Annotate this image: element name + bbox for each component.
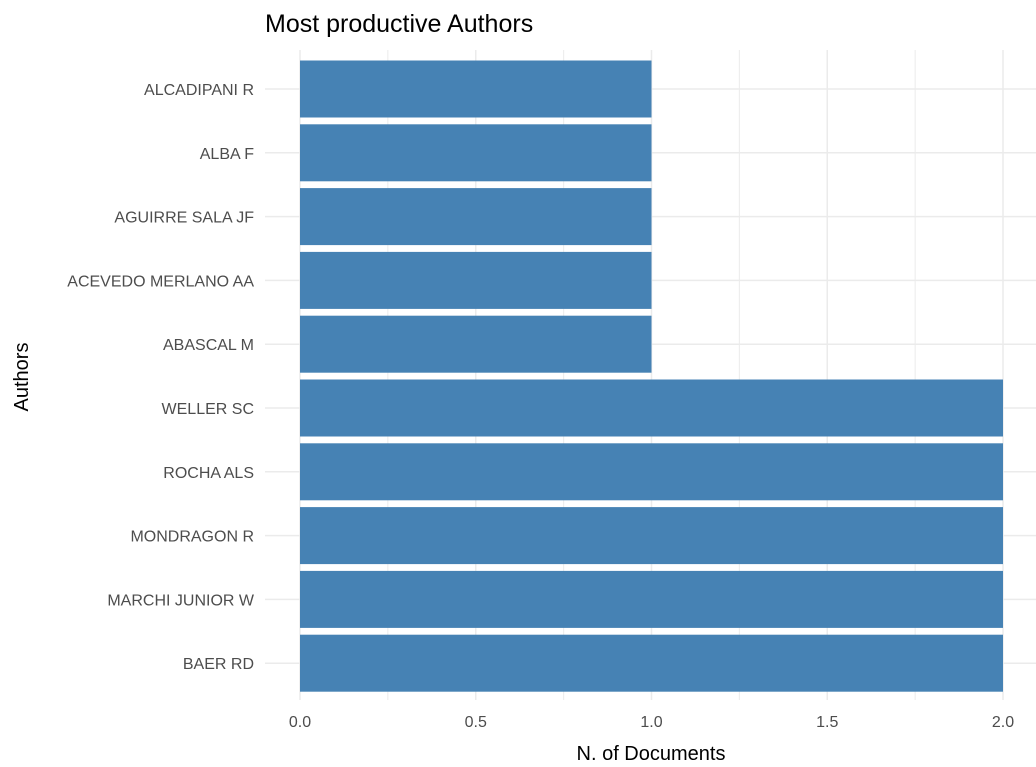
y-tick-label: ALCADIPANI R bbox=[144, 82, 254, 99]
y-tick-label: ROCHA ALS bbox=[163, 465, 254, 482]
chart-title: Most productive Authors bbox=[265, 10, 533, 38]
y-tick-label: ALBA F bbox=[200, 146, 254, 163]
y-tick-label: AGUIRRE SALA JF bbox=[114, 210, 254, 227]
x-tick-label: 1.5 bbox=[816, 714, 838, 731]
x-axis-ticks: 0.0 0.5 1.0 1.5 2.0 bbox=[289, 714, 1014, 731]
y-tick-label: MARCHI JUNIOR W bbox=[107, 592, 255, 609]
y-tick-label: MONDRAGON R bbox=[130, 529, 254, 546]
y-tick-label: WELLER SC bbox=[162, 401, 254, 418]
y-tick-label: ACEVEDO MERLANO AA bbox=[67, 273, 254, 290]
x-tick-label: 1.0 bbox=[640, 714, 662, 731]
x-tick-label: 2.0 bbox=[992, 714, 1014, 731]
bar bbox=[300, 124, 652, 182]
bar bbox=[300, 379, 1003, 437]
bar bbox=[300, 507, 1003, 565]
bar bbox=[300, 251, 652, 309]
y-tick-label: BAER RD bbox=[183, 656, 254, 673]
bar bbox=[300, 315, 652, 373]
bar bbox=[300, 60, 652, 118]
bar bbox=[300, 188, 652, 246]
bars bbox=[300, 60, 1003, 692]
x-axis-title: N. of Documents bbox=[577, 743, 726, 765]
y-tick-label: ABASCAL M bbox=[163, 337, 254, 354]
bar bbox=[300, 443, 1003, 501]
y-axis-ticks: ALCADIPANI R ALBA F AGUIRRE SALA JF ACEVEDO… bbox=[67, 82, 255, 673]
bar bbox=[300, 634, 1003, 692]
y-axis-title: Authors bbox=[11, 343, 33, 412]
x-tick-label: 0.0 bbox=[289, 714, 311, 731]
bar bbox=[300, 570, 1003, 628]
x-tick-label: 0.5 bbox=[465, 714, 487, 731]
